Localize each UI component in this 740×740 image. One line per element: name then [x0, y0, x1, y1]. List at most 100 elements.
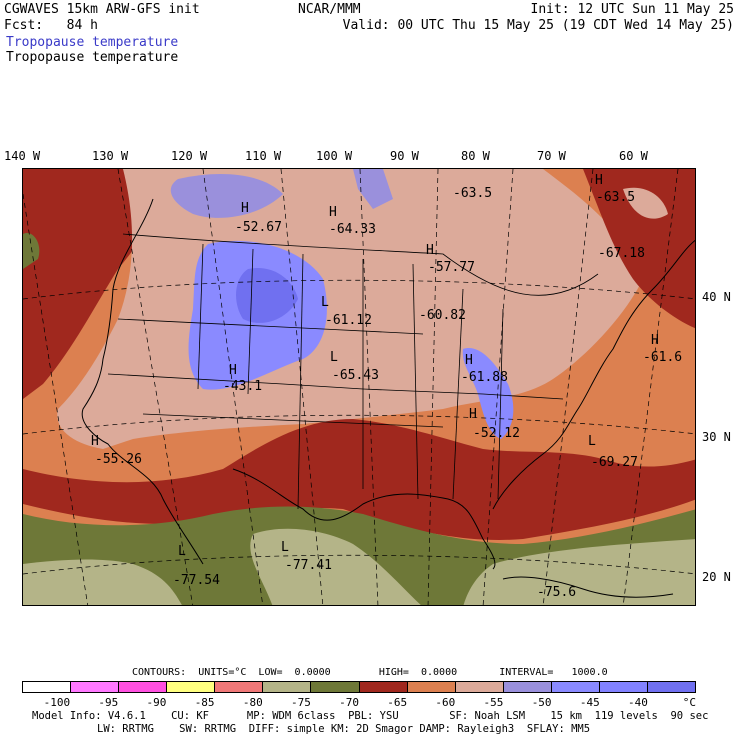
extreme-marker: H	[595, 173, 603, 188]
colorbar-swatch	[648, 682, 696, 692]
fill-band-tan-gulf	[250, 528, 421, 605]
extreme-value: -77.54	[173, 573, 220, 588]
extreme-value: -61.6	[643, 350, 682, 365]
extreme-value: -55.26	[95, 452, 142, 467]
extreme-value: -43.1	[223, 379, 262, 394]
colorbar-label: -100	[43, 696, 71, 709]
fill-band-darkred-ne	[583, 169, 695, 329]
extreme-labels: H -52.67 H -64.33 H -63.5 -63.5 -67.18 H…	[91, 173, 682, 600]
colorbar-label: -95	[98, 696, 119, 709]
lon-label: 80 W	[461, 149, 490, 163]
colorbar-labels: -100 -95 -90 -85 -80 -75 -70 -65 -60 -55 -50 -45 -40…	[22, 696, 696, 709]
extreme-marker: L	[330, 350, 338, 365]
colorbar-label: -40	[627, 696, 648, 709]
extreme-value: -69.27	[591, 455, 638, 470]
field-label: Tropopause temperature	[6, 50, 179, 65]
extreme-value: -61.12	[325, 313, 372, 328]
extreme-value: -57.77	[428, 260, 475, 275]
extreme-marker: H	[426, 243, 434, 258]
colorbar-label: -80	[242, 696, 263, 709]
colorbar-swatch	[503, 682, 552, 692]
colorbar-label: -45	[579, 696, 600, 709]
lat-label: 20 N	[702, 570, 731, 584]
init-time: Init: 12 UTC Sun 11 May 25	[530, 2, 735, 17]
lon-label: 120 W	[171, 149, 208, 163]
colorbar-label: -85	[194, 696, 215, 709]
fill-band-blue-east	[462, 348, 514, 439]
extreme-marker: H	[241, 201, 249, 216]
tropopause-temperature-map: H -52.67 H -64.33 H -63.5 -63.5 -67.18 H…	[23, 169, 695, 605]
colorbar-swatch	[455, 682, 504, 692]
colorbar-label: -75	[290, 696, 311, 709]
extreme-value: -60.82	[419, 308, 466, 323]
colorbar-swatch	[407, 682, 456, 692]
fill-band-olive-nw	[23, 233, 40, 269]
colorbar-label: -65	[387, 696, 408, 709]
fill-band-tan-sw	[23, 559, 182, 605]
valid-time: Valid: 00 UTC Thu 15 May 25 (19 CDT Wed …	[342, 18, 734, 33]
model-physics: LW: RRTMG SW: RRTMG DIFF: simple KM: 2D …	[97, 723, 591, 735]
extreme-marker: L	[588, 434, 596, 449]
colorbar-label: -55	[483, 696, 504, 709]
lat-label: 40 N	[702, 290, 731, 304]
lat-label: 30 N	[702, 430, 731, 444]
colorbar-swatch	[23, 682, 72, 692]
model-title: CGWAVES 15km ARW-GFS init	[4, 2, 200, 17]
colorbar-label: °C	[682, 696, 696, 709]
extreme-value: -52.67	[235, 220, 282, 235]
state-borders	[107, 233, 599, 510]
colorbar-swatch	[167, 682, 216, 692]
extreme-value: -75.6	[537, 585, 576, 600]
fill-band-darkred-south	[23, 419, 695, 540]
colorbar-swatch	[71, 682, 120, 692]
institution-label: NCAR/MMM	[298, 2, 361, 17]
fill-band-tan-caribbean	[463, 539, 695, 605]
lon-label: 140 W	[4, 149, 41, 163]
fill-band-purple-lakes	[353, 169, 393, 209]
fill-band-pink-ne	[623, 187, 668, 219]
colorbar-swatch	[311, 682, 360, 692]
coastlines	[81, 198, 695, 598]
lon-label: 90 W	[390, 149, 419, 163]
field-label-colored: Tropopause temperature	[6, 35, 179, 50]
colorbar-swatch	[359, 682, 408, 692]
extreme-marker: H	[469, 407, 477, 422]
forecast-hour: Fcst: 84 h	[4, 18, 98, 33]
extreme-marker: L	[281, 540, 289, 555]
extreme-value: -77.41	[285, 558, 332, 573]
extreme-marker: H	[329, 205, 337, 220]
lon-label: 110 W	[245, 149, 282, 163]
fill-band-purple-north	[170, 174, 283, 218]
colorbar-swatch	[263, 682, 312, 692]
contour-info: CONTOURS: UNITS=°C LOW= 0.0000 HIGH= 0.0…	[132, 667, 608, 678]
lon-label: 130 W	[92, 149, 129, 163]
extreme-marker: L	[321, 295, 329, 310]
map-panel[interactable]: H -52.67 H -64.33 H -63.5 -63.5 -67.18 H…	[22, 168, 696, 606]
extreme-marker: H	[465, 353, 473, 368]
extreme-marker: H	[651, 333, 659, 348]
colorbar-label: -60	[435, 696, 456, 709]
lon-label: 100 W	[316, 149, 353, 163]
extreme-value: -64.33	[329, 222, 376, 237]
lon-label: 60 W	[619, 149, 648, 163]
colorbar	[22, 681, 696, 693]
lon-label: 70 W	[537, 149, 566, 163]
colorbar-swatch	[599, 682, 649, 692]
extreme-value: -63.5	[596, 190, 635, 205]
colorbar-swatch	[119, 682, 168, 692]
extreme-value: -63.5	[453, 186, 492, 201]
lat-lon-grid	[23, 169, 695, 605]
extreme-value: -65.43	[332, 368, 379, 383]
extreme-value: -67.18	[598, 246, 645, 261]
colorbar-label: -90	[146, 696, 167, 709]
model-info: Model Info: V4.6.1 CU: KF MP: WDM 6class…	[32, 710, 709, 722]
extreme-marker: H	[229, 363, 237, 378]
extreme-value: -61.88	[461, 370, 508, 385]
extreme-marker: L	[178, 544, 186, 559]
extreme-value: -52.12	[473, 426, 520, 441]
colorbar-swatch	[551, 682, 600, 692]
colorbar-label: -50	[531, 696, 552, 709]
extreme-marker: H	[91, 434, 99, 449]
colorbar-label: -70	[339, 696, 359, 709]
colorbar-swatch	[215, 682, 264, 692]
